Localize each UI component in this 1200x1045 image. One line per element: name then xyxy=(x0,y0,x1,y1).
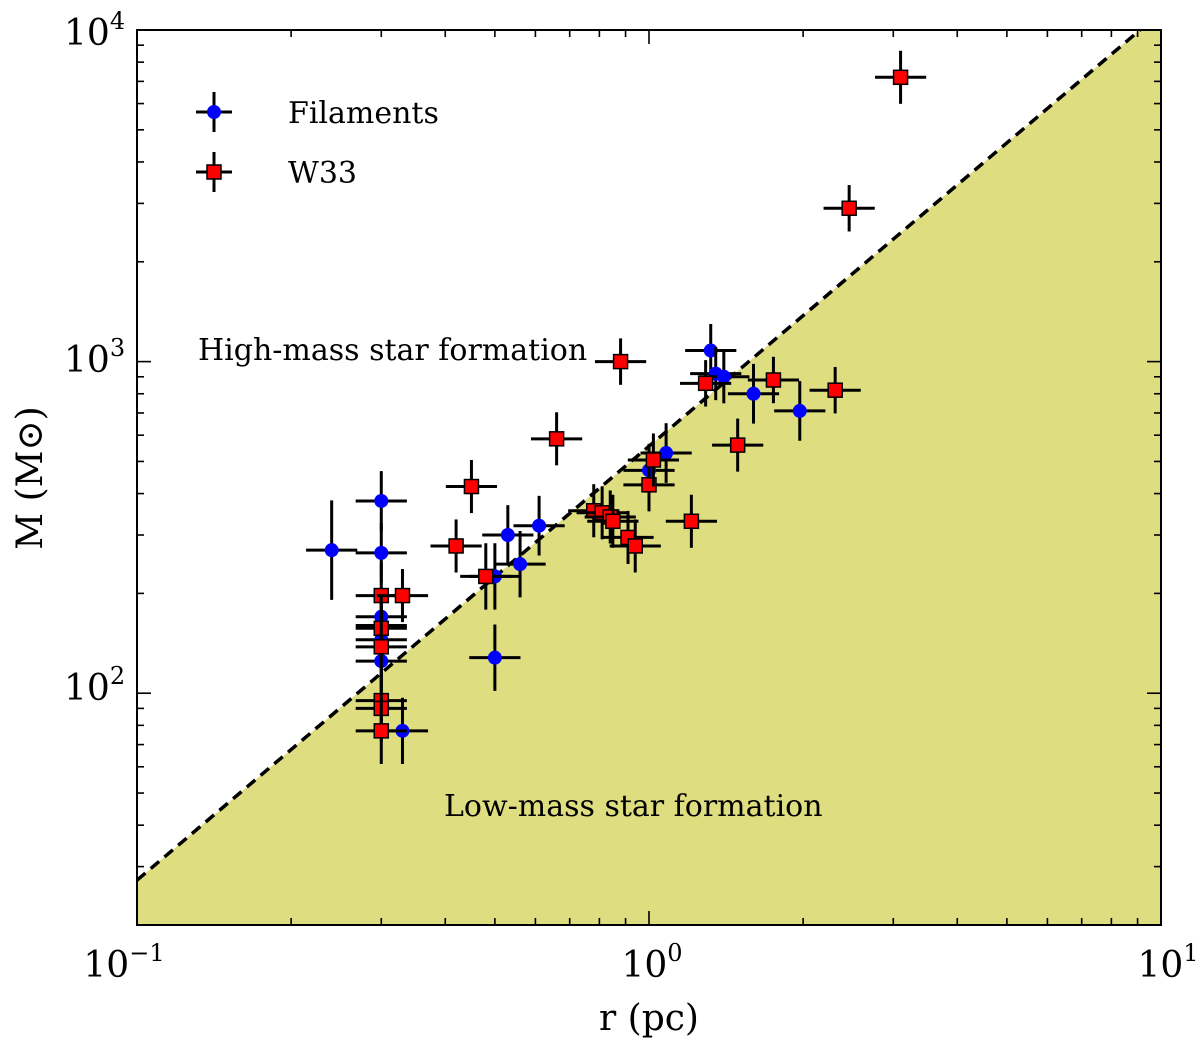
w33-point-20 xyxy=(665,494,717,548)
w33-point-7 xyxy=(430,519,482,573)
w33-marker-14 xyxy=(605,513,621,530)
w33-point-22 xyxy=(712,418,764,472)
w33-marker-20 xyxy=(683,513,700,530)
y-tick-label-1: 103 xyxy=(64,334,125,381)
filaments-marker-1 xyxy=(374,493,389,508)
legend: Filaments W33 xyxy=(196,92,439,192)
w33-marker-19 xyxy=(645,452,662,468)
plot-area xyxy=(135,28,1162,926)
filaments-marker-2 xyxy=(374,545,389,560)
w33-marker-5 xyxy=(373,723,390,739)
w33-point-12 xyxy=(576,486,628,540)
w33-marker-2 xyxy=(373,639,390,655)
x-tick-label-2: 101 xyxy=(1137,939,1198,986)
w33-marker-24 xyxy=(827,382,843,398)
w33-point-25 xyxy=(823,185,875,232)
filaments-point-19 xyxy=(774,381,826,441)
filaments-point-18 xyxy=(727,363,780,424)
w33-marker-7 xyxy=(448,538,464,554)
w33-marker-8 xyxy=(463,478,480,495)
y-tick-labels: 102 103 104 xyxy=(64,7,125,709)
w33-marker-26 xyxy=(892,69,909,86)
filaments-marker-14 xyxy=(659,446,674,461)
filaments-point-12 xyxy=(513,495,565,556)
filaments-marker-0 xyxy=(324,543,339,558)
w33-point-14 xyxy=(587,494,639,548)
legend-filaments-label: Filaments xyxy=(288,96,439,131)
filaments-marker-19 xyxy=(792,403,807,418)
filaments-point-0 xyxy=(306,500,358,600)
w33-marker-6 xyxy=(394,587,411,604)
y-axis-label: M (M⊙) xyxy=(10,406,51,549)
legend-entry-filaments: Filaments xyxy=(196,92,439,132)
x-axis-label: r (pc) xyxy=(599,998,699,1039)
legend-w33-label: W33 xyxy=(288,156,357,191)
w33-marker-9 xyxy=(478,568,494,585)
w33-point-6 xyxy=(376,569,429,623)
legend-w33-marker xyxy=(206,164,222,180)
high-mass-annotation: High-mass star formation xyxy=(198,333,587,368)
filaments-marker-9 xyxy=(487,650,502,665)
w33-point-21 xyxy=(680,360,732,407)
filaments-point-15 xyxy=(685,323,737,378)
w33-point-15 xyxy=(594,338,647,385)
w33-marker-25 xyxy=(841,200,857,217)
w33-point-10 xyxy=(531,412,583,466)
w33-marker-17 xyxy=(627,538,643,554)
legend-filaments-marker xyxy=(207,105,221,119)
legend-entry-w33: W33 xyxy=(196,152,357,192)
x-tick-label-1: 100 xyxy=(621,939,682,986)
filaments-marker-11 xyxy=(513,557,528,572)
data-markers xyxy=(306,50,927,765)
filaments-point-1 xyxy=(355,471,407,531)
filaments-point-9 xyxy=(469,624,521,691)
y-tick-label-0: 102 xyxy=(64,662,125,709)
plot-frame xyxy=(136,29,1162,926)
w33-point-17 xyxy=(609,519,661,573)
low-mass-annotation: Low-mass star formation xyxy=(444,789,823,824)
filaments-marker-12 xyxy=(532,518,547,533)
x-tick-label-0: 10−1 xyxy=(83,939,164,986)
w33-point-5 xyxy=(355,697,407,765)
y-tick-label-2: 104 xyxy=(64,7,125,54)
filaments-marker-17 xyxy=(716,369,731,384)
region-annotations: High-mass star formation Low-mass star f… xyxy=(198,333,823,824)
w33-point-23 xyxy=(747,356,800,404)
filaments-point-11 xyxy=(494,531,546,598)
w33-point-19 xyxy=(627,433,680,487)
w33-marker-21 xyxy=(697,375,714,392)
w33-marker-22 xyxy=(729,437,746,453)
x-tick-labels: 10−1 100 101 xyxy=(83,939,1198,986)
filaments-marker-18 xyxy=(746,386,761,401)
w33-point-24 xyxy=(809,366,861,414)
w33-marker-15 xyxy=(612,353,629,370)
w33-point-26 xyxy=(874,50,927,104)
w33-marker-10 xyxy=(548,431,565,447)
w33-marker-23 xyxy=(765,372,782,388)
w33-point-9 xyxy=(460,543,512,610)
threshold-dashed-line xyxy=(135,28,1142,882)
filaments-marker-10 xyxy=(500,527,515,542)
w33-point-8 xyxy=(445,460,498,514)
w33-point-2 xyxy=(355,613,407,680)
filaments-point-10 xyxy=(482,505,534,565)
